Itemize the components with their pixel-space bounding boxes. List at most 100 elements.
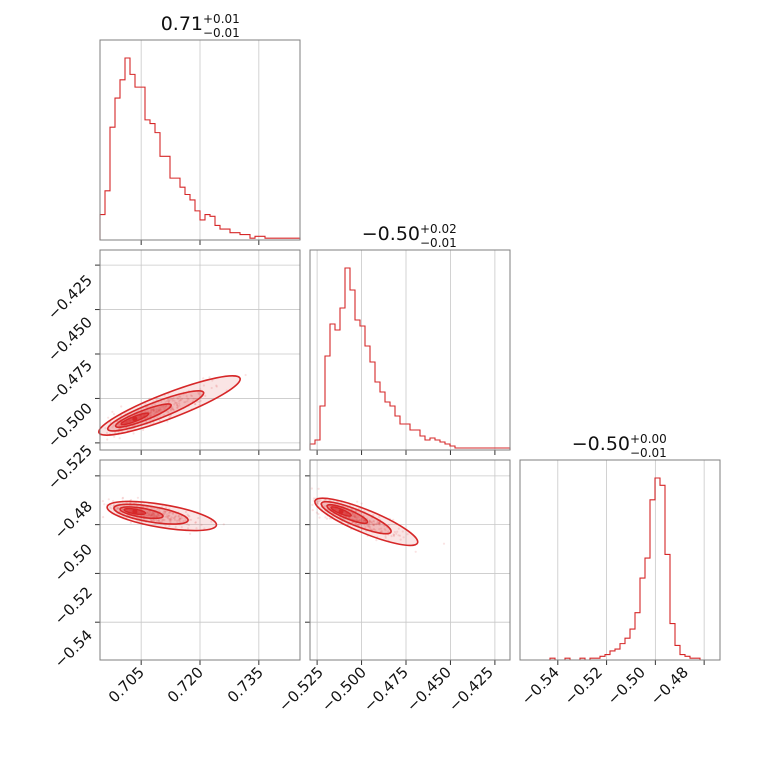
sample-point [163,407,166,410]
sample-point [155,515,158,518]
sample-point [317,500,320,503]
sample-point [167,517,170,520]
sample-point [192,397,195,400]
sample-point [176,406,179,409]
sample-point [354,516,357,519]
sample-point [372,514,375,517]
sample-point [167,512,170,515]
sample-point [166,399,169,402]
sample-point [203,527,206,530]
sample-point [375,523,378,526]
sample-point [153,515,157,518]
sample-point [356,517,359,520]
panel-frame [99,459,301,661]
tick-label: 0.705 [105,663,148,706]
y-axis-ticklabels-row-2: −0.54 −0.52 −0.50 −0.48 [51,497,96,671]
tick-label: −0.500 [44,399,96,451]
sample-point [190,518,193,521]
sample-point [324,516,327,519]
marginal-panel-param-2 [519,459,721,665]
sample-point [176,397,179,400]
tick-label: −0.50 [604,663,649,708]
sample-point [348,516,351,519]
sample-point [378,521,381,525]
sample-point [357,519,360,522]
sample-point [180,517,183,520]
sample-point [357,515,360,519]
sample-point [396,530,399,533]
tick-label: −0.525 [44,441,96,493]
sample-point [371,523,374,526]
sample-point [204,394,207,397]
sample-point [117,423,121,426]
sample-point [152,408,156,411]
sample-point [171,407,174,411]
sample-point [150,411,153,414]
sample-point [101,500,104,503]
sample-point [372,527,375,531]
sample-point [356,523,359,527]
sample-point [129,521,132,524]
sample-point [152,409,155,412]
sample-point [368,521,371,524]
sample-point [153,513,156,517]
sample-point [168,519,171,522]
sample-point [105,431,109,434]
sample-point [102,516,105,519]
sample-point [154,403,157,406]
sample-point [148,514,151,517]
sample-point [211,379,214,382]
sample-point [157,409,160,412]
sample-point [167,400,171,403]
marginal-panel-param-0 [99,39,301,245]
sample-point [149,422,152,425]
sample-point [378,521,381,525]
sample-point [186,400,189,403]
sample-point [112,504,115,507]
tick-label: −0.425 [445,663,497,715]
title-param-1-upper-error: +0.02 [420,222,457,236]
sample-point [354,510,357,513]
sample-point [187,523,190,527]
sample-point [311,509,314,512]
sample-point [118,437,121,440]
sample-point [310,487,313,490]
sample-point [178,520,181,523]
title-param-2: −0.50 +0.00 −0.01 [572,432,667,460]
sample-point [165,506,168,509]
sample-point [376,522,379,525]
sample-point [169,409,172,412]
density-peak [338,509,344,514]
sample-point [145,514,148,517]
title-param-2-lower-error: −0.01 [630,446,667,460]
sample-point [378,515,381,519]
sample-point [364,520,367,523]
sample-point [173,518,176,522]
sample-point [363,523,366,526]
tick-label: −0.500 [318,663,370,715]
joint-panel-param-1-vs-param-2 [305,459,511,665]
sample-point [157,519,160,522]
sample-point [364,526,367,529]
sample-point [162,518,165,522]
sample-point [215,384,218,387]
sample-point [178,400,181,403]
tick-label: −0.50 [51,540,96,585]
sample-point [244,373,247,377]
sample-point [399,538,402,541]
sample-point [163,512,166,515]
title-param-0: 0.71 +0.01 −0.01 [161,12,240,40]
sample-point [371,528,374,531]
sample-point [169,415,172,418]
sample-point [398,534,402,537]
sample-point [167,399,170,402]
sample-point [368,519,371,522]
sample-point [115,506,118,510]
sample-point [164,510,167,513]
tick-label: −0.52 [51,583,96,628]
sample-point [117,427,121,431]
sample-point [174,401,177,404]
title-param-1-lower-error: −0.01 [420,236,457,250]
sample-point [141,505,144,508]
sample-point [149,514,153,517]
